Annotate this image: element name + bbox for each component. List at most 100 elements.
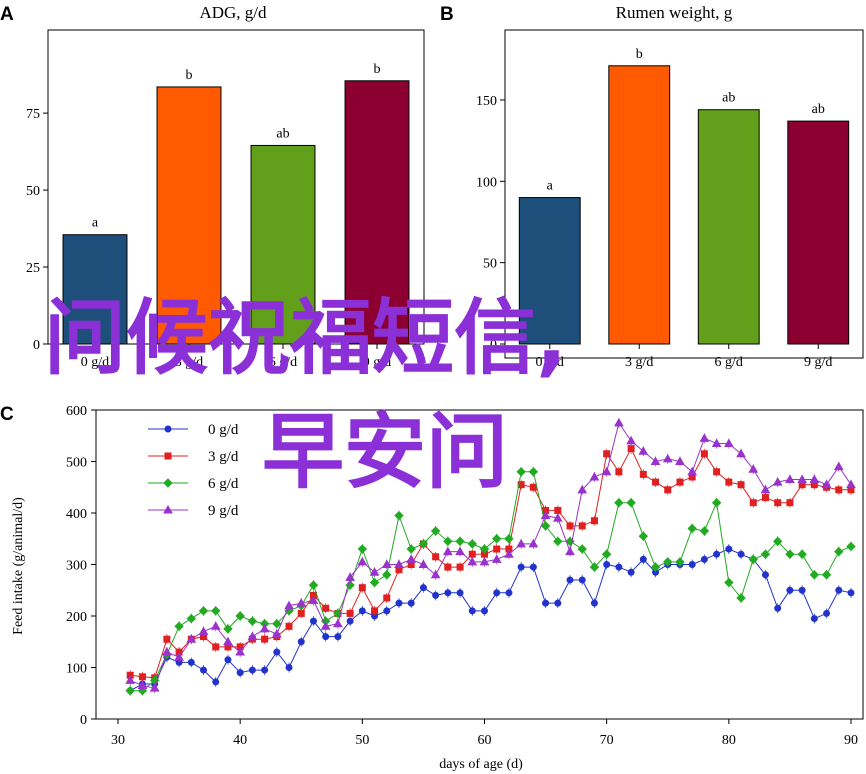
- c-y-tick-label: 100: [66, 662, 87, 677]
- b-bar-2: [697, 109, 760, 345]
- data-point: [761, 571, 769, 579]
- data-point: [273, 648, 281, 656]
- data-point: [285, 664, 293, 671]
- data-point: [699, 526, 710, 536]
- panel-b-plot-frame: [504, 29, 864, 359]
- data-point: [382, 570, 392, 580]
- data-point: [736, 593, 746, 603]
- panel-a-plot-frame: [47, 29, 425, 345]
- data-point: [284, 600, 294, 610]
- data-point: [418, 539, 429, 549]
- data-point: [809, 570, 820, 580]
- data-point: [603, 450, 611, 458]
- watermark-line-2: 早安问: [262, 405, 509, 500]
- data-point: [590, 517, 598, 525]
- data-point: [540, 510, 551, 520]
- data-point: [809, 474, 820, 484]
- data-point: [297, 609, 305, 617]
- c-x-tick-label: 50: [355, 733, 369, 748]
- panel-c-x-axis: 30 40 50 60 70 80 90: [111, 719, 858, 748]
- data-point: [699, 433, 710, 442]
- panel-c-y-axis: 0 100 200 300 400 500 600: [66, 404, 96, 728]
- a-bar-letter-0: a: [92, 216, 99, 231]
- c-x-tick-label: 90: [844, 733, 858, 748]
- data-point: [394, 559, 404, 568]
- data-point: [528, 538, 539, 548]
- legend-label-1: 3 g/d: [208, 449, 239, 465]
- data-point: [381, 559, 392, 568]
- data-point: [687, 466, 698, 476]
- data-point: [577, 544, 587, 554]
- data-point: [383, 607, 391, 615]
- data-point: [540, 521, 551, 531]
- data-point: [577, 484, 588, 494]
- b-bar-0: [518, 197, 581, 345]
- data-point: [711, 497, 722, 508]
- data-point: [467, 539, 477, 549]
- data-point: [601, 466, 612, 476]
- data-point: [479, 556, 490, 566]
- data-point: [419, 584, 427, 592]
- data-point: [407, 599, 415, 607]
- data-point: [468, 607, 476, 615]
- data-point: [369, 567, 380, 576]
- data-point: [615, 563, 623, 571]
- data-point: [261, 635, 269, 643]
- legend-label-3: 9 g/d: [208, 503, 239, 519]
- data-point: [614, 497, 624, 508]
- data-point: [174, 621, 184, 632]
- data-point: [566, 576, 574, 584]
- data-point: [162, 647, 172, 656]
- data-point: [725, 478, 733, 486]
- data-point: [711, 438, 722, 447]
- data-point: [713, 550, 721, 558]
- panel-a-letter: A: [0, 4, 14, 25]
- data-point: [847, 589, 855, 597]
- legend-label-2: 6 g/d: [208, 476, 239, 492]
- a-y-tick-label: 0: [33, 338, 40, 353]
- data-point: [198, 626, 209, 635]
- data-point: [296, 598, 307, 607]
- panel-c-feed-intake-chart: C 0 100 200 300 400 500 600 30 40 50 60 70 80 90 0 g…: [0, 404, 864, 772]
- legend-marker-3: [163, 504, 173, 514]
- data-point: [834, 546, 844, 557]
- data-point: [504, 549, 514, 558]
- a-bar-3: [344, 80, 410, 345]
- panel-b-letter: B: [440, 4, 454, 25]
- data-point: [309, 617, 317, 625]
- data-point: [786, 586, 794, 594]
- data-point: [748, 464, 759, 473]
- series-0: [126, 544, 855, 696]
- data-point: [823, 609, 831, 617]
- data-point: [835, 486, 843, 494]
- data-point: [308, 595, 319, 605]
- data-point: [358, 607, 366, 615]
- data-point: [235, 611, 245, 621]
- data-point: [261, 666, 269, 674]
- a-bar-0: [62, 234, 128, 345]
- data-point: [308, 580, 319, 590]
- data-point: [236, 669, 244, 677]
- data-point: [614, 417, 624, 427]
- data-point: [125, 675, 136, 684]
- data-point: [297, 638, 305, 646]
- data-point: [700, 450, 708, 458]
- data-point: [774, 604, 782, 612]
- data-point: [529, 563, 537, 571]
- a-y-tick-label: 75: [26, 107, 40, 122]
- data-point: [662, 453, 673, 463]
- data-point: [626, 497, 636, 508]
- data-point: [259, 623, 270, 633]
- data-point: [846, 541, 856, 552]
- b-bar-3: [787, 120, 850, 345]
- data-point: [383, 594, 391, 602]
- b-x-tick-label: 3 g/d: [625, 355, 653, 370]
- data-point: [627, 445, 635, 453]
- data-point: [554, 599, 562, 607]
- b-x-tick-label: 6 g/d: [715, 355, 743, 370]
- data-point: [186, 634, 197, 643]
- data-point: [700, 555, 708, 563]
- b-bar-letter-0: a: [547, 179, 554, 194]
